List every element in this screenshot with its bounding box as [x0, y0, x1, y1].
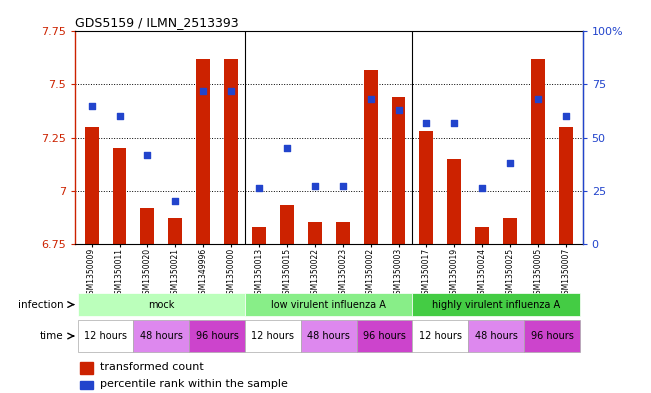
Bar: [391, 97, 406, 244]
Bar: [413, 320, 468, 352]
Bar: [413, 293, 580, 316]
Bar: [224, 59, 238, 244]
Text: 96 hours: 96 hours: [363, 331, 406, 341]
Point: [142, 151, 152, 158]
Bar: [189, 320, 245, 352]
Bar: [252, 227, 266, 244]
Text: 48 hours: 48 hours: [307, 331, 350, 341]
Text: 48 hours: 48 hours: [140, 331, 183, 341]
Bar: [531, 59, 545, 244]
Point: [310, 183, 320, 189]
Bar: [559, 127, 573, 244]
Bar: [245, 320, 301, 352]
Bar: [364, 70, 378, 244]
Bar: [133, 320, 189, 352]
Text: GDS5159 / ILMN_2513393: GDS5159 / ILMN_2513393: [75, 16, 238, 29]
Point: [421, 119, 432, 126]
Bar: [336, 222, 350, 244]
Bar: [169, 218, 182, 244]
Text: 96 hours: 96 hours: [531, 331, 574, 341]
Text: 12 hours: 12 hours: [419, 331, 462, 341]
Point: [337, 183, 348, 189]
Bar: [80, 380, 92, 389]
Point: [87, 103, 97, 109]
Text: mock: mock: [148, 299, 174, 310]
Bar: [357, 320, 413, 352]
Point: [533, 96, 543, 103]
Bar: [503, 218, 517, 244]
Bar: [301, 320, 357, 352]
Text: percentile rank within the sample: percentile rank within the sample: [100, 379, 288, 389]
Point: [254, 185, 264, 192]
Text: infection: infection: [18, 299, 64, 310]
Point: [393, 107, 404, 113]
Bar: [77, 293, 245, 316]
Text: transformed count: transformed count: [100, 362, 204, 372]
Bar: [419, 131, 434, 244]
Bar: [196, 59, 210, 244]
Bar: [113, 148, 126, 244]
Text: highly virulent influenza A: highly virulent influenza A: [432, 299, 561, 310]
Bar: [80, 362, 92, 373]
Point: [282, 145, 292, 151]
Text: 96 hours: 96 hours: [196, 331, 239, 341]
Bar: [245, 293, 413, 316]
Point: [226, 88, 236, 94]
Bar: [141, 208, 154, 244]
Point: [477, 185, 488, 192]
Bar: [468, 320, 524, 352]
Point: [505, 160, 516, 166]
Bar: [524, 320, 580, 352]
Bar: [280, 206, 294, 244]
Bar: [308, 222, 322, 244]
Point: [115, 113, 125, 119]
Bar: [447, 159, 462, 244]
Point: [198, 88, 208, 94]
Text: time: time: [40, 331, 64, 341]
Bar: [85, 127, 98, 244]
Text: 12 hours: 12 hours: [84, 331, 127, 341]
Point: [170, 198, 180, 204]
Point: [561, 113, 571, 119]
Text: 12 hours: 12 hours: [251, 331, 294, 341]
Text: 48 hours: 48 hours: [475, 331, 518, 341]
Point: [449, 119, 460, 126]
Bar: [77, 320, 133, 352]
Bar: [475, 227, 489, 244]
Point: [365, 96, 376, 103]
Text: low virulent influenza A: low virulent influenza A: [271, 299, 386, 310]
